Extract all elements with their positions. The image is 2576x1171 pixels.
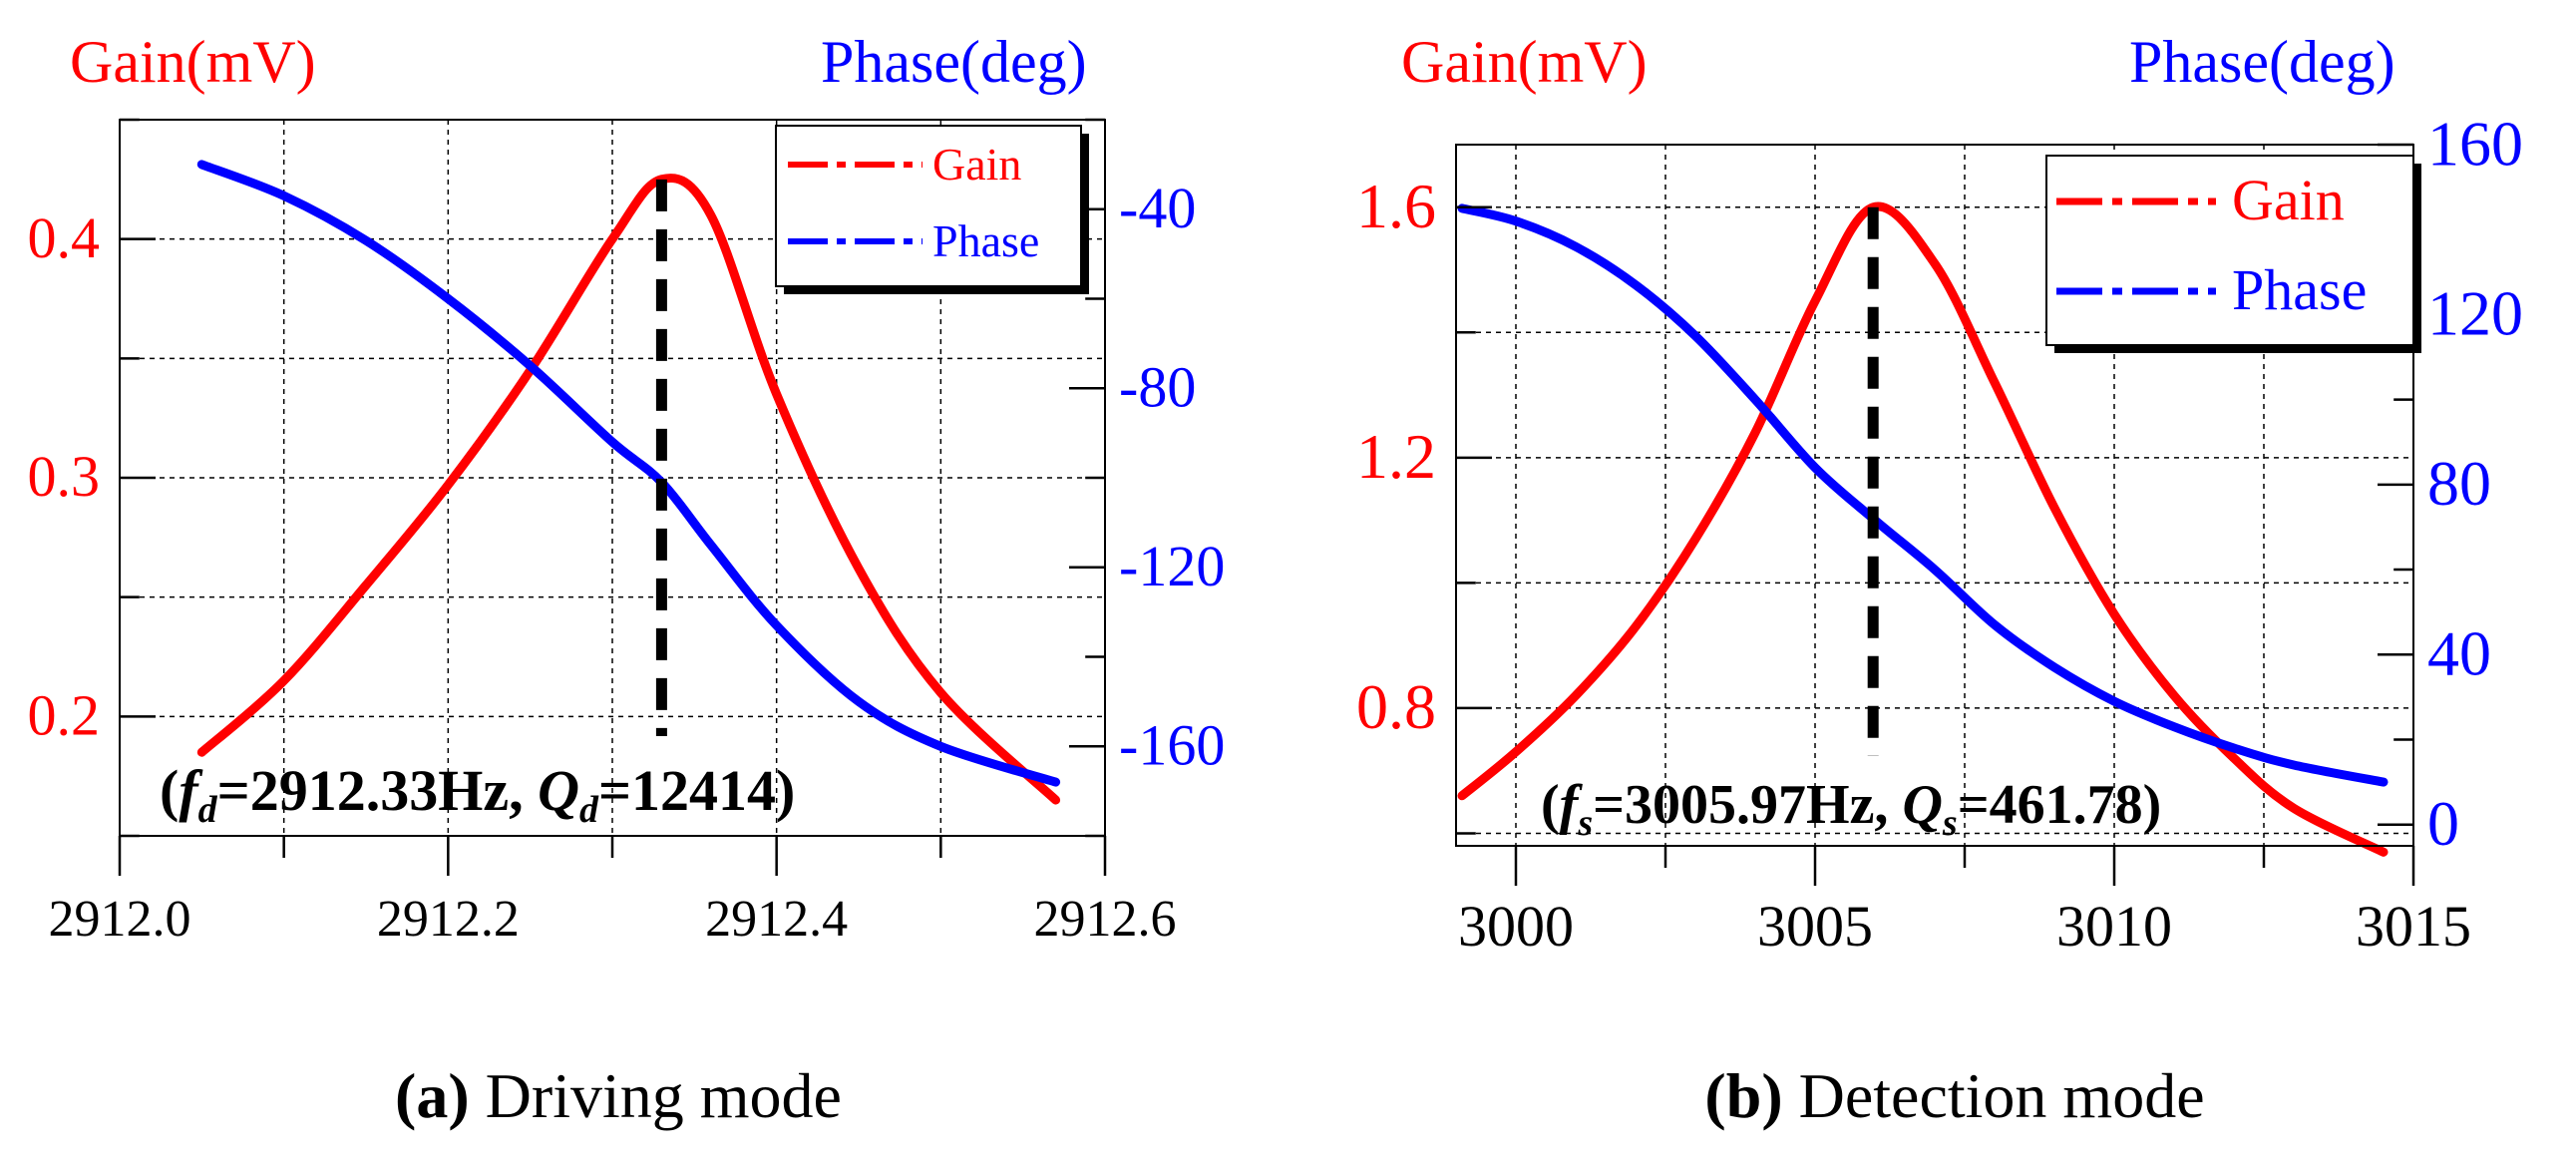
legend-gain-label: Gain [2232,168,2345,232]
caption-letter-b: (b) [1704,1060,1782,1131]
x-tick-label: 3000 [1458,894,1574,959]
series-gain-line [1457,201,2389,857]
caption-text: Driving mode [486,1060,842,1131]
axis-ticks: 2912.0 2912.2 2912.4 2912.6 0.2 0.3 0.4 -160 -12… [28,118,1225,948]
annotation-f-value: =3005.97Hz, [1593,774,1902,836]
legend-phase-label: Phase [2232,257,2367,322]
y-right-tick-label: 40 [2427,618,2491,689]
annotation-q-subscript: s [1942,802,1958,844]
caption-text: Detection mode [1799,1060,2205,1131]
annotation-q-value: =461.78) [1958,774,2162,836]
y-right-tick-label: -80 [1119,354,1196,419]
plot-curves [196,160,1061,805]
annotation-open: ( [160,758,179,823]
y-right-tick-label: 80 [2427,448,2491,519]
ylabel-phase: Phase(deg) [821,29,1087,95]
legend-phase-label: Phase [932,215,1039,266]
annotation-open: ( [1541,774,1560,836]
legend: Gain Phase [775,125,1089,294]
series-phase-line [1457,203,2389,787]
x-tick-label: 2912.4 [705,891,848,948]
y-right-tick-label: -120 [1119,534,1225,598]
annotation-f-subscript: d [198,789,218,831]
annotation-q-symbol: Q [538,758,579,823]
annotation-q-subscript: d [579,789,599,831]
chart-detection-mode: Gain(mV) Phase(deg) 3000 3005 3010 3015 0.8 1… [1356,29,2523,1131]
y-right-tick-label: 0 [2427,788,2459,859]
series-phase-line [196,160,1061,787]
legend-gain-label: Gain [932,139,1021,190]
series-gain-line [196,174,1061,805]
y-left-tick-label: 0.8 [1356,671,1436,742]
legend-box [2045,155,2414,346]
x-tick-label: 3015 [2356,894,2471,959]
x-tick-label: 3005 [1757,894,1873,959]
chart-driving-mode: Gain(mV) Phase(deg) 2912.0 2912.2 2912.4 29… [28,29,1226,1131]
resonance-annotation: (fd=2912.33Hz, Qd=12414) [160,758,795,831]
annotation-f-subscript: s [1577,802,1593,844]
plot-curves [1457,201,2389,857]
y-left-tick-label: 0.3 [28,444,101,509]
x-tick-label: 2912.0 [49,891,191,948]
y-left-tick-label: 1.6 [1356,171,1436,241]
y-right-tick-label: 160 [2427,108,2523,179]
resonance-annotation: (fs=3005.97Hz, Qs=461.78) [1541,774,2161,844]
y-right-tick-label: -160 [1119,712,1225,777]
caption-letter-a: (a) [395,1060,470,1131]
y-left-tick-label: 0.2 [28,683,101,748]
annotation-q-value: =12414) [598,758,795,823]
y-left-tick-label: 1.2 [1356,421,1436,492]
x-tick-label: 3010 [2056,894,2172,959]
x-tick-label: 2912.2 [377,891,520,948]
ylabel-gain: Gain(mV) [1401,29,1648,95]
annotation-q-symbol: Q [1902,774,1942,836]
y-right-tick-label: -40 [1119,176,1196,240]
x-tick-label: 2912.6 [1034,891,1177,948]
y-left-tick-label: 0.4 [28,205,101,270]
annotation-f-value: =2912.33Hz, [217,758,538,823]
ylabel-gain: Gain(mV) [70,29,316,95]
caption-driving-mode: (a) Driving mode [395,1060,842,1131]
plot-frame [1455,144,2414,847]
legend: Gain Phase [2045,155,2421,353]
y-right-tick-label: 120 [2427,278,2523,349]
legend-box [775,125,1082,287]
ylabel-phase: Phase(deg) [2129,29,2395,95]
caption-detection-mode: (b) Detection mode [1704,1060,2204,1131]
